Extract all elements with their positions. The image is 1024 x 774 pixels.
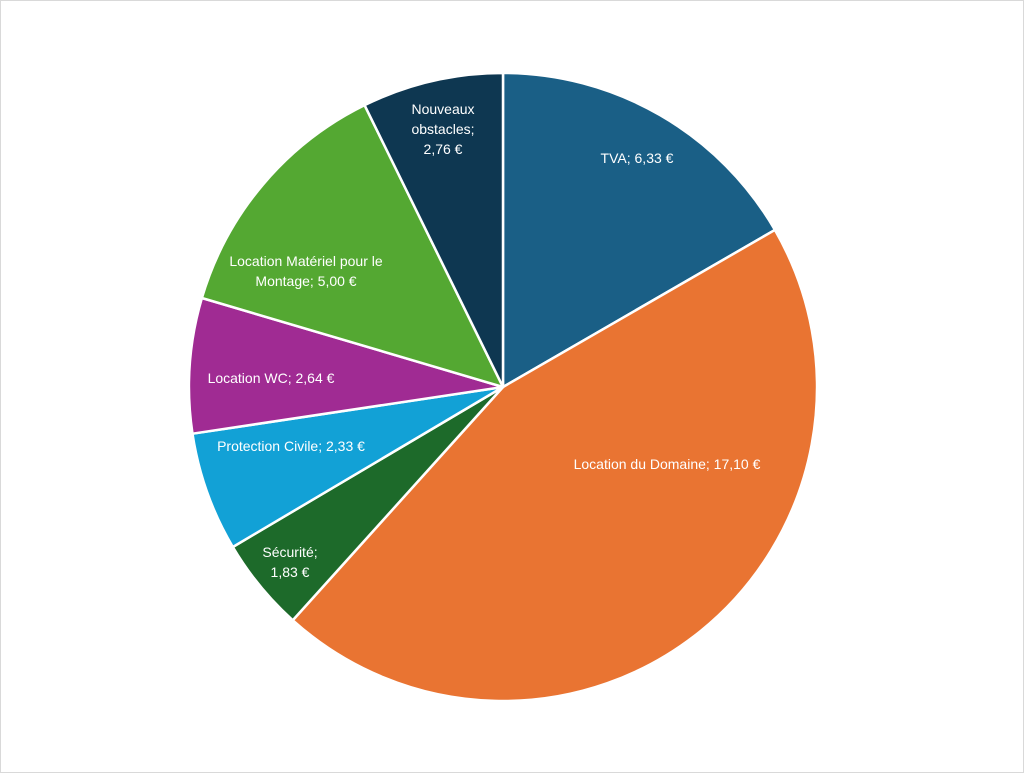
pie-slice-nouveaux-obstacles[interactable]: [363, 71, 505, 389]
pie-slice-tva[interactable]: [501, 71, 777, 389]
data-label-nouveaux-obstacles: Nouveaux obstacles; 2,76 €: [411, 101, 474, 157]
data-label-location-du-domaine: Location du Domaine; 17,10 €: [574, 456, 761, 472]
pie-labels: TVA; 6,33 € Location du Domaine; 17,10 € S…: [208, 101, 761, 580]
pie-slice-location-du-domaine[interactable]: [291, 228, 819, 703]
pie-slice-protection-civile[interactable]: [191, 385, 505, 549]
pie-slices: [187, 71, 819, 703]
data-label-location-materiel-pour-le-montage: Location Matériel pour le Montage; 5,00 €: [229, 253, 383, 289]
data-label-securite: Sécurité; 1,83 €: [262, 544, 317, 580]
data-label-tva: TVA; 6,33 €: [601, 150, 674, 166]
pie-slice-location-materiel-pour-le-montage[interactable]: [200, 103, 505, 389]
data-label-protection-civile: Protection Civile; 2,33 €: [217, 438, 365, 454]
data-label-location-wc: Location WC; 2,64 €: [208, 370, 335, 386]
pie-slice-location-wc[interactable]: [187, 296, 505, 435]
